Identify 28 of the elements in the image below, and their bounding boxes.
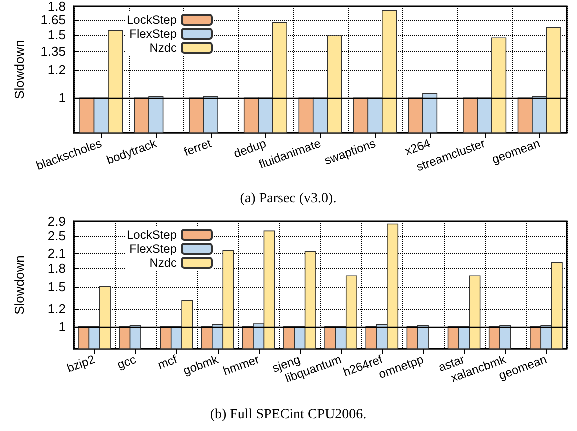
legend-label: Nzdc [150, 41, 178, 55]
legend-label: LockStep [126, 13, 178, 27]
y-tick-label: 1.2 [48, 62, 66, 78]
legend-label: LockStep [126, 228, 178, 242]
y-tick-label: 2.5 [48, 228, 66, 244]
y-tick-label: 1.5 [48, 27, 66, 42]
y-tick-label: 2.9 [48, 214, 66, 229]
legend-label: FlexStep [130, 242, 178, 256]
y-tick-label: 1.8 [48, 261, 66, 276]
x-tick-label: hmmer [221, 352, 262, 378]
text: (a) Parsec (v3.0). [240, 192, 337, 206]
legend-label: Nzdc [150, 256, 178, 270]
text: (b) Full SPECint CPU2006. [210, 408, 367, 422]
y-tick-label: 1.35 [40, 44, 66, 59]
y-tick-label: 1.8 [48, 0, 66, 14]
y-tick-label: 1 [58, 319, 66, 334]
y-tick-label: 2.1 [48, 246, 66, 261]
y-tick-label: 1.5 [48, 279, 66, 294]
y-axis-title: Slowdown [12, 256, 27, 315]
y-tick-label: 1 [58, 90, 66, 106]
x-tick-label: gcc [116, 352, 138, 372]
y-tick-label: 1.2 [48, 301, 66, 316]
legend-label: FlexStep [130, 27, 178, 41]
x-tick-label: ferret [182, 136, 214, 160]
x-tick-label: mcf [156, 352, 180, 372]
y-axis-title: Slowdown [12, 40, 27, 100]
y-tick-label: 1.65 [40, 12, 66, 28]
x-tick-label: bzip2 [65, 352, 98, 376]
